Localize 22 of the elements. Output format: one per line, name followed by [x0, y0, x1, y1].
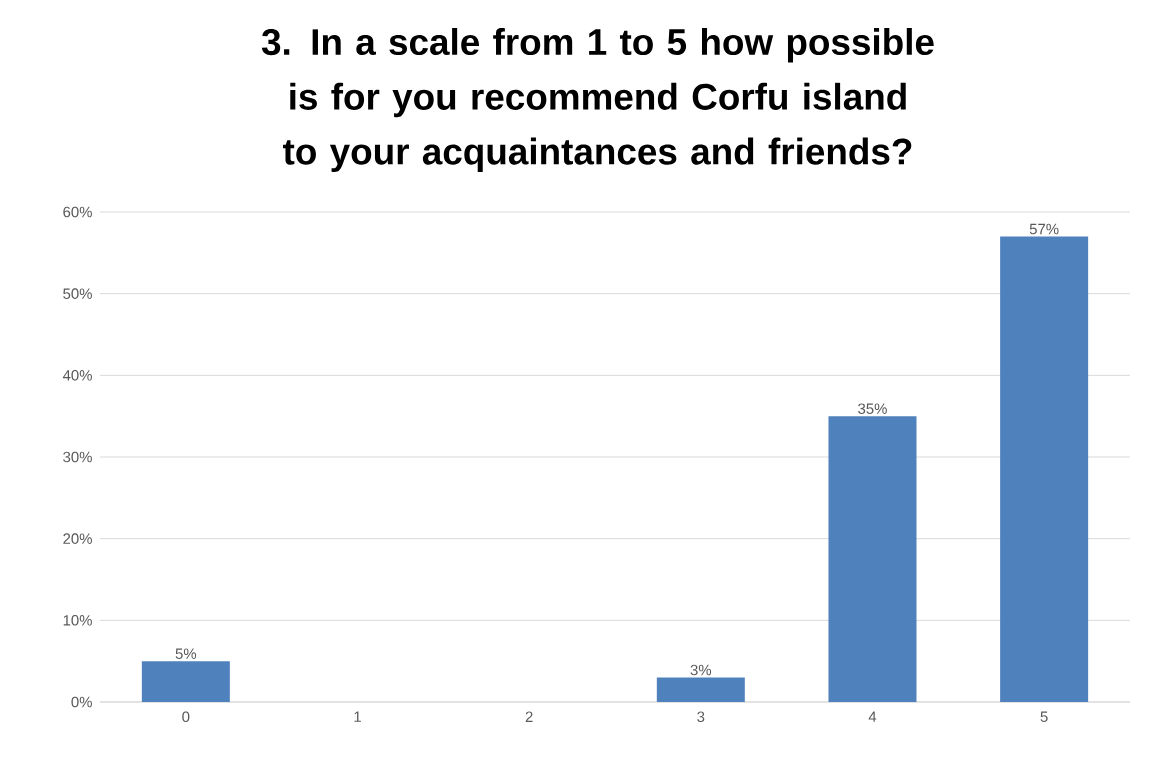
- x-tick-label: 5: [1040, 711, 1048, 722]
- y-tick-label: 20%: [63, 533, 92, 544]
- y-tick-label: 10%: [63, 615, 92, 626]
- x-tick-label: 1: [354, 711, 361, 722]
- data-label: 57%: [1029, 223, 1059, 235]
- x-tick-label: 2: [525, 711, 533, 722]
- x-tick-label: 3: [697, 711, 705, 723]
- bar: [828, 416, 917, 702]
- x-tick-label: 4: [868, 711, 877, 722]
- data-label: 35%: [858, 403, 887, 414]
- chart-title: 3. In a scale from 1 to 5 how possible is for you recommend Corfu island to your acquaintances and friends?: [261, 28, 934, 172]
- y-tick-label: 50%: [63, 288, 92, 299]
- y-tick-label: 40%: [62, 370, 92, 381]
- bar: [141, 661, 230, 702]
- y-tick-label: 0%: [71, 696, 92, 708]
- y-tick-label: 30%: [63, 451, 92, 463]
- bar: [656, 677, 745, 702]
- data-label: 5%: [175, 648, 197, 659]
- x-tick-label: 0: [182, 711, 190, 723]
- bar: [1000, 236, 1089, 702]
- data-label: 3%: [690, 664, 712, 676]
- y-tick-label: 60%: [63, 206, 92, 218]
